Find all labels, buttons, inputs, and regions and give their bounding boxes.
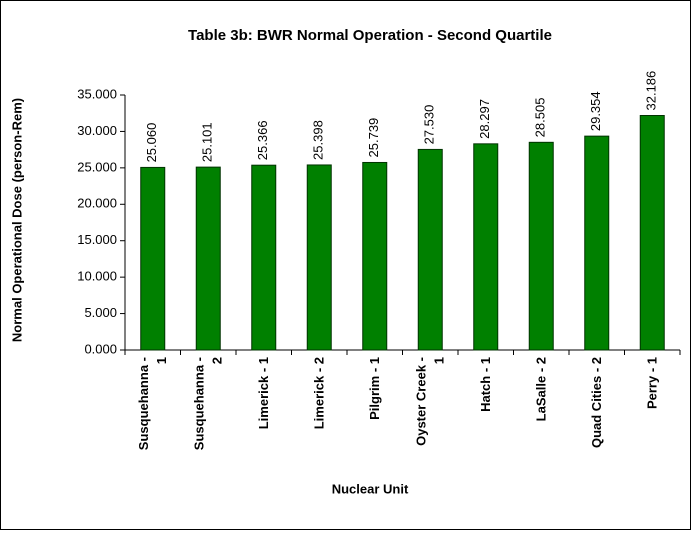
data-label: 28.297	[477, 99, 492, 139]
x-tick-label: Hatch - 1	[477, 357, 493, 412]
y-tick-label: 20.000	[77, 196, 117, 211]
data-label: 32.186	[644, 71, 659, 111]
y-tick-label: 25.000	[77, 159, 117, 174]
bar	[417, 148, 443, 351]
y-tick-label: 30.000	[77, 123, 117, 138]
chart-title: Table 3b: BWR Normal Operation - Second …	[188, 27, 552, 44]
data-label: 25.739	[366, 118, 381, 158]
data-label: 25.398	[311, 120, 326, 160]
bar	[639, 115, 665, 351]
x-tick-label: Susquehanna - 1	[135, 357, 169, 451]
bar	[306, 164, 332, 351]
bar	[195, 166, 221, 351]
x-tick-label: Limerick - 1	[255, 357, 271, 430]
y-tick-label: 35.000	[77, 86, 117, 101]
y-tick-label: 0.000	[84, 341, 117, 356]
data-label: 28.505	[533, 98, 548, 138]
data-label: 27.530	[422, 105, 437, 145]
y-tick-label: 5.000	[84, 305, 117, 320]
x-axis-title: Nuclear Unit	[332, 481, 409, 496]
bar	[473, 143, 499, 351]
bar	[528, 141, 554, 351]
bar	[140, 166, 166, 351]
y-tick-label: 10.000	[77, 269, 117, 284]
bar	[362, 161, 388, 351]
data-label: 25.366	[255, 120, 270, 160]
y-tick-label: 15.000	[77, 232, 117, 247]
bar	[584, 135, 610, 351]
data-label: 25.101	[200, 122, 215, 162]
data-label: 29.354	[588, 91, 603, 131]
x-tick-label: Limerick - 2	[311, 357, 327, 430]
x-tick-label: Perry - 1	[644, 357, 660, 410]
bar	[251, 164, 277, 351]
x-tick-label: Susquehanna - 2	[191, 357, 225, 451]
x-tick-label: Quad Cities - 2	[588, 357, 604, 449]
x-tick-label: LaSalle - 2	[533, 357, 549, 422]
data-label: 25.060	[144, 123, 159, 163]
y-axis-title: Normal Operational Dose (person-Rem)	[9, 98, 24, 342]
x-tick-label: Pilgrim - 1	[366, 357, 382, 420]
x-tick-label: Oyster Creek - 1	[413, 357, 447, 446]
